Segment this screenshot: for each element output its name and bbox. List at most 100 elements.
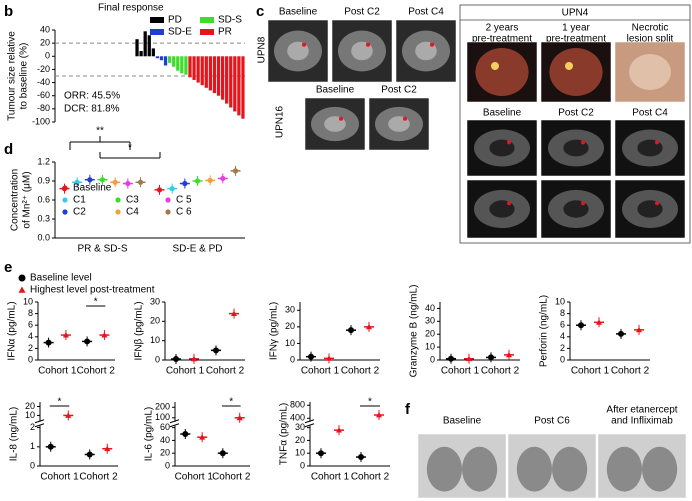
x-tick-label: PR & SD-S [77, 244, 127, 255]
y-axis-label: to baseline (%) [19, 43, 30, 110]
legend-label: SD-E [168, 27, 192, 38]
y-tick-label: -20 [37, 64, 50, 74]
bar [147, 35, 151, 57]
y-tick-label: 0.6 [37, 194, 50, 204]
data-point [231, 310, 237, 316]
bar [192, 56, 196, 80]
data-point [45, 339, 52, 346]
y-tick-label: 0.9 [37, 175, 50, 185]
lesion [507, 201, 511, 206]
data-point [466, 355, 472, 362]
y-axis-label: IFNβ (pg/mL) [134, 301, 145, 360]
data-point [448, 355, 454, 362]
image-caption: 1 year [562, 23, 590, 34]
y-tick-label: 0 [300, 460, 305, 470]
bar [241, 56, 245, 119]
data-point [99, 177, 106, 183]
y-axis-label: IFNγ (pg/mL) [269, 302, 280, 360]
significance: * [229, 397, 233, 408]
lesion [403, 116, 407, 121]
x-tick-label: SD-E & PD [172, 244, 222, 255]
legend-swatch [62, 209, 68, 215]
data-point [137, 179, 144, 185]
legend-swatch [115, 209, 121, 215]
image-caption: UPN4 [562, 8, 589, 19]
bar [196, 56, 200, 83]
y-axis-label: of Mn²⁺ (μM) [22, 171, 33, 228]
y-tick-label: 10 [425, 341, 435, 351]
panel-letter: d [4, 141, 13, 158]
image-caption: Post C2 [558, 108, 594, 119]
data-point [18, 274, 26, 282]
data-point [191, 355, 197, 362]
y-tick-label: 30 [285, 305, 295, 315]
y-axis-label: Concentration [10, 169, 21, 231]
data-point [213, 347, 219, 354]
legend-swatch [200, 17, 214, 23]
legend-swatch [150, 29, 164, 35]
axis-break [34, 423, 45, 428]
y-tick-label: 60 [160, 422, 170, 432]
image-content [426, 446, 462, 492]
bar [139, 51, 143, 57]
data-point [62, 332, 69, 338]
y-tick-label: 0 [45, 51, 50, 61]
y-tick-label: 8 [560, 308, 565, 318]
bar [200, 56, 204, 86]
bar [180, 56, 184, 74]
bar [208, 56, 212, 91]
data-point [318, 450, 324, 457]
axis-break [304, 423, 315, 428]
data-point [18, 286, 26, 293]
y-tick-label: 10 [555, 296, 565, 306]
image-caption: pre-treatment [472, 34, 532, 45]
legend-swatch [62, 185, 68, 191]
data-point [74, 179, 80, 185]
image-caption: 2 years [486, 23, 519, 34]
data-point [348, 327, 354, 334]
legend-label: C 6 [176, 207, 192, 218]
image-content [549, 48, 603, 96]
image-caption: Post C2 [381, 85, 417, 96]
y-tick-label: 20 [150, 316, 160, 326]
data-point [506, 351, 512, 358]
bar [143, 31, 147, 57]
y-tick-label: 0 [290, 354, 295, 364]
lesion [339, 116, 343, 121]
image-content [462, 446, 498, 492]
bar [229, 56, 233, 108]
legend-label: Highest level post-treatment [30, 285, 155, 296]
y-tick-label: 10 [295, 448, 305, 458]
image-caption: pre-treatment [546, 34, 606, 45]
data-point [358, 454, 364, 461]
axis-break [34, 419, 45, 424]
data-point [156, 187, 163, 193]
y-tick-label: 1 [30, 441, 35, 451]
y-tick-label: 0.0 [37, 232, 50, 242]
data-point [169, 186, 175, 192]
y-tick-label: -80 [37, 103, 50, 113]
y-tick-label: 20 [25, 401, 35, 411]
y-tick-label: 20 [285, 321, 295, 331]
legend-label: C1 [73, 195, 86, 206]
y-tick-label: 0 [28, 354, 33, 364]
legend-label: C3 [126, 195, 139, 206]
panel-letter: b [4, 3, 13, 20]
data-point [87, 177, 93, 183]
bar [155, 56, 160, 59]
data-point [65, 412, 72, 418]
y-axis-label: IL-8 (ng/mL) [9, 407, 20, 461]
upn4-frame [459, 4, 691, 244]
bar [225, 56, 229, 104]
image-caption: Baseline [443, 416, 482, 427]
image-caption: Post C4 [408, 7, 444, 18]
x-tick-label: Cohort 1 [38, 366, 77, 377]
y-axis-label: Tumour size relative [7, 31, 18, 121]
y-tick-label: 4 [28, 331, 33, 341]
y-tick-label: 40 [40, 24, 50, 34]
y-tick-label: 10 [150, 335, 160, 345]
y-tick-label: 20 [425, 329, 435, 339]
legend-swatch [62, 197, 68, 203]
legend-label: Baseline level [30, 273, 92, 284]
data-point [194, 178, 201, 184]
